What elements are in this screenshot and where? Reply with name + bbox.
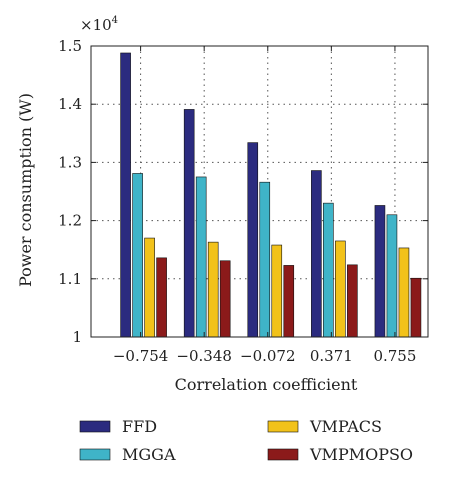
bar-ffd-2 <box>247 142 259 338</box>
bar-vmpacs-3 <box>335 240 346 338</box>
x-tick-label: 0.755 <box>373 347 416 365</box>
bar-ffd-1 <box>183 109 195 338</box>
bars <box>120 52 422 338</box>
bar-mgga-3 <box>323 202 334 338</box>
bar-mgga-1 <box>195 176 207 338</box>
bar-vmpmopso-2 <box>283 265 295 338</box>
legend-label-vmpmopso: VMPMOPSO <box>309 445 413 464</box>
legend-label-vmpacs: VMPACS <box>309 417 382 436</box>
legend-swatch-vmpmopso <box>267 448 299 461</box>
legend-label-mgga: MGGA <box>122 445 176 464</box>
bar-vmpacs-1 <box>207 241 219 338</box>
x-tick-label: −0.072 <box>240 347 296 365</box>
bar-mgga-2 <box>259 181 271 338</box>
y-tick-label: 1 <box>72 328 82 346</box>
bar-vmpmopso-4 <box>410 277 422 338</box>
bar-vmpmopso-0 <box>156 257 167 338</box>
x-tick-label: −0.754 <box>113 347 169 365</box>
y-multiplier-label: ×104 <box>80 15 118 34</box>
y-tick-label: 1.2 <box>58 212 82 230</box>
bar-vmpmopso-1 <box>219 260 231 338</box>
y-tick-label: 1.3 <box>58 153 82 171</box>
bar-ffd-3 <box>311 170 322 338</box>
bar-ffd-0 <box>120 52 131 338</box>
bar-ffd-4 <box>374 205 386 338</box>
y-axis-title: Power consumption (W) <box>16 93 35 287</box>
legend-label-ffd: FFD <box>122 417 157 436</box>
bar-vmpacs-4 <box>398 247 410 338</box>
y-tick-label: 1.1 <box>58 270 82 288</box>
y-tick-label: 1.5 <box>58 37 82 55</box>
plot-frame <box>90 45 429 338</box>
bar-vmpacs-2 <box>271 244 283 338</box>
legend: FFD VMPACS MGGA VMPMOPSO <box>79 417 413 464</box>
x-tick-label: −0.348 <box>176 347 232 365</box>
bar-vmpmopso-3 <box>347 264 358 338</box>
x-axis-title: Correlation coefficient <box>175 375 358 394</box>
legend-swatch-vmpacs <box>267 420 299 433</box>
y-tick-label: 1.4 <box>58 95 82 113</box>
legend-swatch-mgga <box>79 448 111 461</box>
axis-ticks: 1 1.1 1.2 1.3 1.4 1.5 −0.754 −0.348 −0.072 0.371 0… <box>58 37 428 365</box>
bar-mgga-0 <box>132 173 143 338</box>
bar-vmpacs-0 <box>144 237 155 338</box>
x-tick-label: 0.371 <box>310 347 353 365</box>
legend-swatch-ffd <box>79 420 111 433</box>
bar-mgga-4 <box>386 214 398 338</box>
